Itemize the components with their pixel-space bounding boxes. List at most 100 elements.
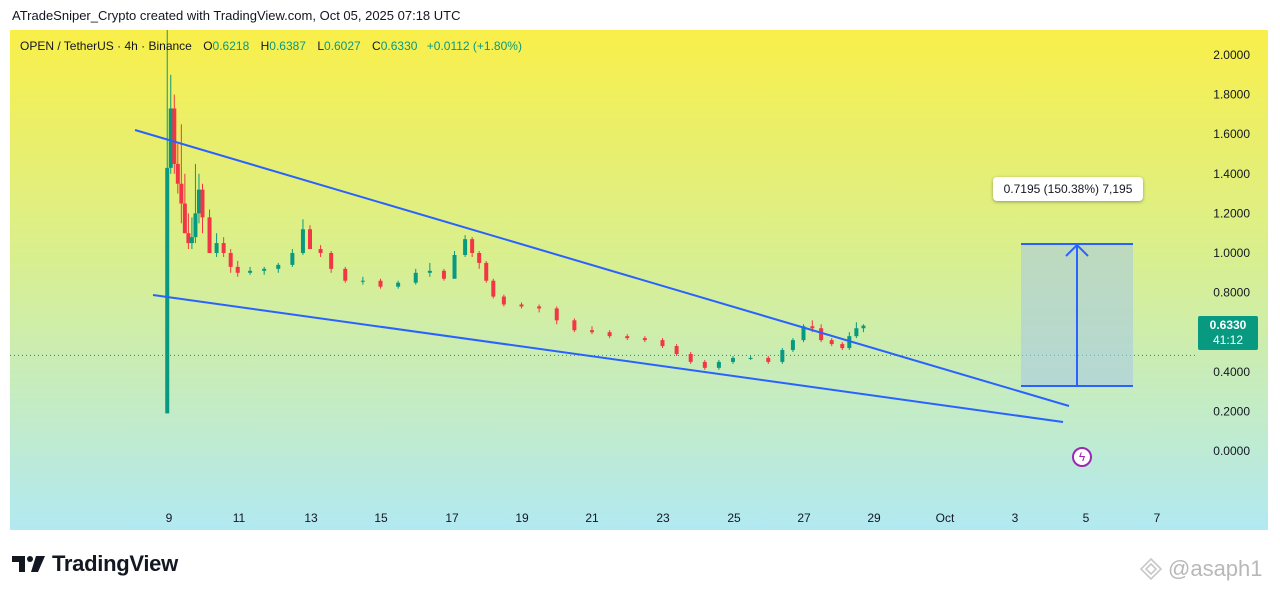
candle[interactable]	[731, 355, 735, 364]
candle[interactable]	[790, 338, 795, 352]
candle[interactable]	[193, 163, 198, 244]
candle[interactable]	[262, 266, 267, 275]
candle-body	[554, 308, 559, 321]
candle-body	[660, 340, 665, 347]
lower-trendline[interactable]	[152, 294, 1064, 423]
candle[interactable]	[343, 266, 348, 283]
candle[interactable]	[276, 262, 281, 273]
candle[interactable]	[308, 225, 312, 250]
candle-body	[829, 340, 834, 345]
open-value: 0.6218	[212, 39, 250, 53]
candle[interactable]	[854, 322, 859, 339]
candle[interactable]	[829, 338, 834, 347]
candle[interactable]	[590, 326, 594, 335]
candle[interactable]	[674, 344, 679, 356]
y-tick-label: 0.2000	[1213, 404, 1250, 418]
candle[interactable]	[519, 302, 524, 309]
candle[interactable]	[175, 144, 180, 194]
candle[interactable]	[182, 173, 187, 234]
candle[interactable]	[427, 262, 432, 277]
candle-body	[196, 189, 201, 214]
candle[interactable]	[607, 330, 612, 339]
candle[interactable]	[186, 213, 191, 250]
candle[interactable]	[214, 233, 219, 257]
candle[interactable]	[491, 278, 496, 299]
candle[interactable]	[688, 352, 693, 364]
low-label: L	[317, 39, 324, 53]
candle[interactable]	[172, 94, 177, 174]
candle[interactable]	[748, 355, 753, 360]
candle[interactable]	[165, 30, 170, 414]
candle[interactable]	[484, 260, 489, 283]
candle-body	[182, 203, 187, 234]
candle-body	[519, 304, 524, 307]
candle[interactable]	[702, 359, 707, 370]
candle-body	[290, 253, 295, 265]
candle[interactable]	[378, 278, 383, 289]
candle[interactable]	[290, 249, 295, 267]
candle[interactable]	[396, 280, 401, 289]
candle-body	[441, 270, 446, 279]
candle[interactable]	[780, 348, 785, 364]
candle-body	[427, 270, 432, 273]
candle[interactable]	[318, 245, 323, 257]
candle[interactable]	[196, 173, 201, 224]
candle[interactable]	[413, 268, 418, 285]
candle[interactable]	[716, 359, 721, 370]
watermark-handle: @asaph1	[1168, 556, 1263, 581]
candle-body	[819, 328, 824, 341]
tradingview-logo[interactable]: TradingView	[12, 551, 178, 577]
x-tick-label: 9	[166, 511, 173, 525]
price-change: +0.0112 (+1.80%)	[426, 39, 522, 53]
candle[interactable]	[642, 336, 647, 343]
candle-body	[343, 268, 348, 281]
candle[interactable]	[572, 318, 577, 333]
candle-body	[607, 332, 612, 337]
candle-body	[378, 280, 383, 287]
candle[interactable]	[501, 294, 506, 307]
candle[interactable]	[168, 74, 173, 174]
candle[interactable]	[470, 237, 475, 257]
candle-body	[262, 268, 267, 271]
candle[interactable]	[200, 183, 205, 234]
tradingview-brand: TradingView	[52, 551, 178, 576]
candle[interactable]	[554, 306, 559, 325]
candle[interactable]	[441, 268, 446, 281]
candle-body	[200, 189, 205, 218]
candle[interactable]	[221, 237, 226, 257]
candle[interactable]	[766, 355, 771, 364]
candle-body	[537, 306, 542, 309]
low-value: 0.6027	[324, 39, 361, 53]
candle[interactable]	[248, 266, 253, 275]
candle[interactable]	[537, 304, 542, 313]
candle[interactable]	[463, 235, 468, 257]
candle[interactable]	[660, 338, 665, 349]
candle-body	[716, 361, 721, 368]
candle[interactable]	[189, 217, 194, 250]
tradingview-logo-icon	[12, 556, 45, 572]
candle-body	[193, 213, 198, 238]
measure-arrow-head	[1065, 243, 1089, 257]
candle[interactable]	[207, 209, 212, 253]
candle[interactable]	[228, 249, 233, 273]
candle[interactable]	[477, 251, 482, 269]
candle[interactable]	[235, 260, 240, 277]
lightning-bolt-icon[interactable]: ϟ	[1072, 447, 1092, 467]
candle[interactable]	[840, 342, 845, 351]
candle-body	[360, 280, 365, 282]
candle-body	[413, 272, 418, 283]
x-tick-label: 25	[727, 511, 741, 525]
candle[interactable]	[329, 251, 334, 273]
candle[interactable]	[625, 334, 630, 341]
upper-trendline[interactable]	[134, 129, 1070, 407]
candle[interactable]	[179, 124, 184, 224]
candle[interactable]	[861, 324, 866, 333]
x-tick-label: 13	[304, 511, 318, 525]
candle[interactable]	[360, 276, 365, 285]
candle[interactable]	[300, 219, 305, 255]
y-tick-label: 1.4000	[1213, 167, 1250, 181]
y-tick-label: 1.6000	[1213, 127, 1250, 141]
candle[interactable]	[452, 251, 457, 279]
